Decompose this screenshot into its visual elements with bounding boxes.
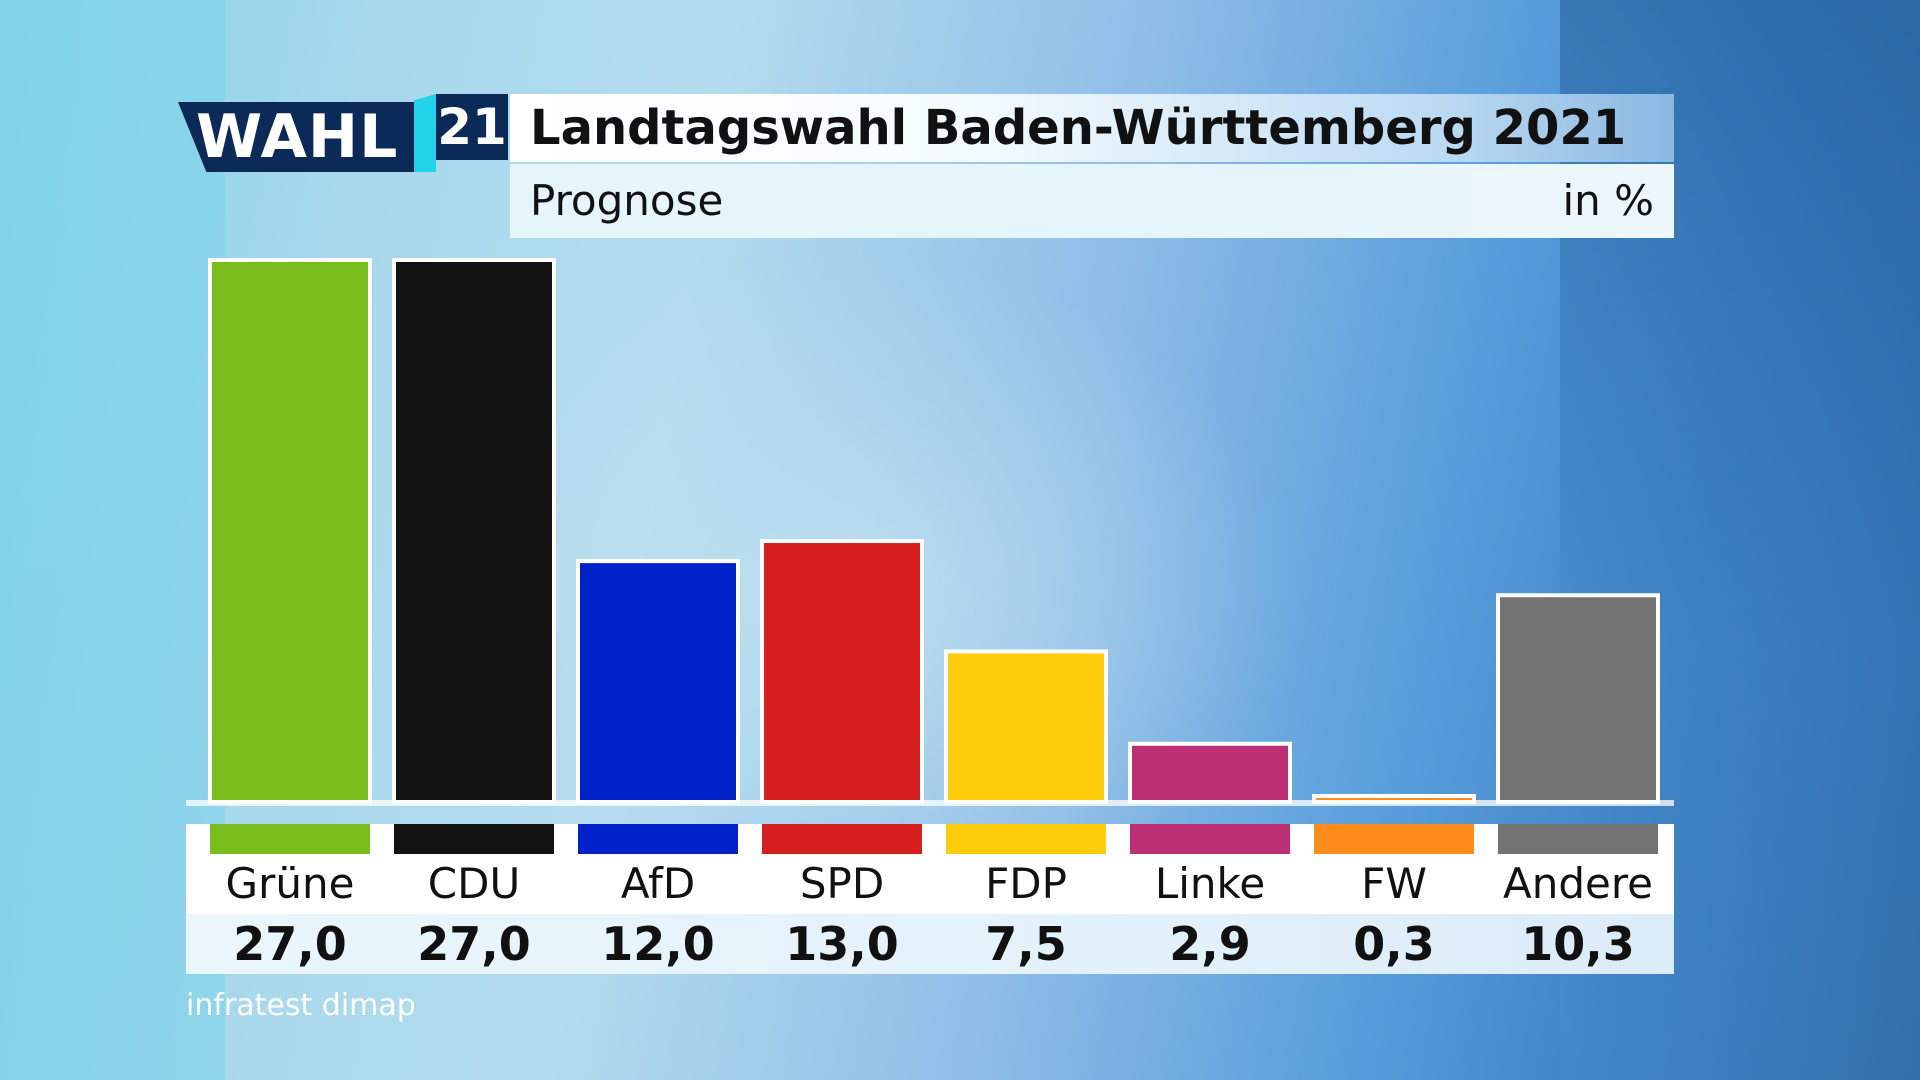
legend-label-linke: Linke [1154, 859, 1266, 908]
legend-swatch-spd [762, 824, 922, 854]
legend-label-fdp: FDP [985, 859, 1067, 908]
legend-label-andere: Andere [1502, 859, 1654, 908]
chart-subtitle: Prognose [530, 176, 724, 225]
wahl-logo-text: WAHL [196, 102, 399, 172]
legend-value-fw: 0,3 [1353, 917, 1435, 971]
legend-value-spd: 13,0 [785, 917, 899, 971]
wahl-logo-accent [414, 94, 436, 172]
legend-column-fw: FW 0,3 [1314, 824, 1474, 974]
legend-swatch-fw [1314, 824, 1474, 854]
legend-label-fw: FW [1361, 859, 1427, 908]
wahl-logo-year: 21 [436, 94, 508, 160]
legend-swatch-afd [578, 824, 738, 854]
legend-swatch-linke [1130, 824, 1290, 854]
legend-value-cdu: 27,0 [417, 917, 531, 971]
legend-column-afd: AfD 12,0 [578, 824, 738, 974]
legend-table: Grüne 27,0 CDU 27,0 AfD 12,0 SPD 13,0 FDP 7,5 Link… [186, 824, 1674, 974]
legend-value-andere: 10,3 [1521, 917, 1635, 971]
legend-column-fdp: FDP 7,5 [946, 824, 1106, 974]
chart-baseline [186, 800, 1674, 806]
legend-label-spd: SPD [799, 859, 885, 908]
legend-column-andere: Andere 10,3 [1498, 824, 1658, 974]
legend-value-afd: 12,0 [601, 917, 715, 971]
legend-label-cdu: CDU [427, 859, 521, 908]
legend-column-cdu: CDU 27,0 [394, 824, 554, 974]
legend-swatch-grüne [210, 824, 370, 854]
legend-values-row [186, 914, 1674, 974]
unit-label: in % [1562, 176, 1654, 225]
legend-value-linke: 2,9 [1169, 917, 1251, 971]
bar-fdp [944, 649, 1108, 805]
bar-afd [576, 559, 740, 804]
legend-column-grüne: Grüne 27,0 [210, 824, 370, 974]
bar-linke [1128, 741, 1292, 804]
wahl-logo-plate [178, 102, 414, 172]
bar-grüne [208, 258, 372, 804]
legend-label-grüne: Grüne [225, 859, 355, 908]
title-bar [510, 94, 1674, 162]
bar-andere [1496, 593, 1660, 804]
legend-column-spd: SPD 13,0 [762, 824, 922, 974]
legend-swatch-cdu [394, 824, 554, 854]
bar-chart [208, 258, 1660, 805]
source-credit: infratest dimap [186, 988, 416, 1023]
legend-swatch-fdp [946, 824, 1106, 854]
bar-cdu [392, 258, 556, 804]
legend-label-afd: AfD [620, 859, 696, 908]
legend-column-linke: Linke 2,9 [1130, 824, 1290, 974]
subtitle-bar [510, 164, 1674, 238]
legend-value-grüne: 27,0 [233, 917, 347, 971]
bar-spd [760, 539, 924, 804]
legend-swatch-andere [1498, 824, 1658, 854]
chart-title: Landtagswahl Baden-Württemberg 2021 [530, 100, 1627, 156]
legend-value-fdp: 7,5 [985, 917, 1067, 971]
